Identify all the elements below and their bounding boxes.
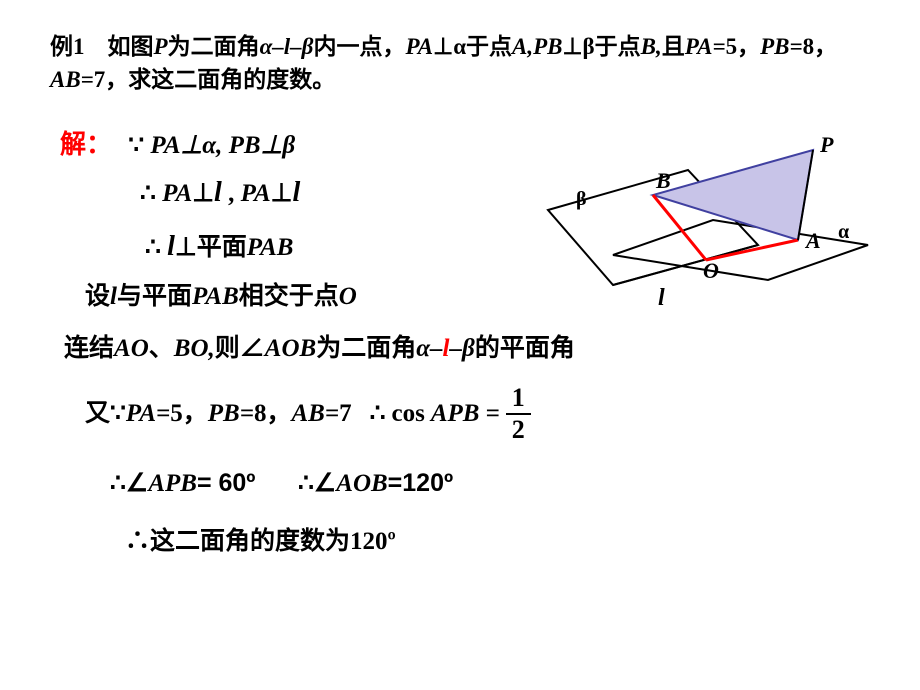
var: PB [533, 34, 562, 59]
given-values: 又 PA=5，PB=8，AB=7 [85, 395, 352, 433]
edge-l [613, 245, 758, 285]
text: 相交于点 [239, 283, 339, 310]
text: ⊥β于点 [563, 34, 641, 59]
perp: ⊥ [271, 179, 293, 207]
var: PAB [192, 283, 239, 310]
eq: = [485, 395, 499, 433]
therefore-symbol [125, 528, 150, 555]
val: 8， [254, 400, 292, 427]
therefore-symbol [140, 180, 156, 207]
var: AO [114, 335, 149, 362]
text: 则 [215, 335, 240, 362]
val: 7，求这二面角的度数。 [94, 67, 336, 92]
text: 内一点， [313, 34, 405, 59]
var: PA= [685, 34, 726, 59]
step-5: 连结AO、BO,则 AOB为二面角α–l–β的平面角 [64, 330, 870, 368]
label-alpha: α [838, 221, 849, 243]
text: 的平面角 [475, 335, 575, 362]
because-symbol [110, 400, 126, 427]
text: 、 [149, 335, 174, 362]
var: PB= [760, 34, 803, 59]
val: 120º [350, 528, 396, 555]
text: ⊥平面 [175, 234, 247, 261]
segment-oa-red [706, 240, 798, 260]
angle-symbol [240, 335, 265, 362]
val: 7 [339, 400, 352, 427]
because-symbol [128, 132, 144, 159]
var: PA [241, 180, 271, 207]
text: 与平面 [117, 283, 192, 310]
angle-symbol [314, 470, 336, 497]
text: 连结 [64, 335, 114, 362]
denominator: 2 [512, 415, 525, 443]
var: B, [641, 34, 662, 59]
problem-statement: 例1 如图P为二面角α–l–β内一点，PA⊥α于点A,PB⊥β于点B,且PA=5… [50, 30, 870, 97]
var-l: l [214, 177, 222, 208]
label-o: O [703, 258, 719, 283]
geometry-diagram: P B A O l α β [538, 120, 878, 320]
numerator: 1 [506, 385, 531, 415]
text: 这二面角的度数为 [150, 528, 350, 555]
var: AB= [50, 67, 94, 92]
var: AOB [336, 470, 387, 497]
text: ⊥α于点 [433, 34, 512, 59]
text: 例1 如图 [50, 34, 154, 59]
var-l-red: l [443, 335, 450, 362]
therefore-symbol [145, 234, 161, 261]
therefore-symbol [370, 395, 386, 433]
text: 且 [662, 34, 685, 59]
var: PAB [247, 234, 294, 261]
text: 为二面角 [168, 34, 260, 59]
label-a: A [804, 228, 821, 253]
var: AB= [292, 400, 340, 427]
var: PA= [126, 400, 170, 427]
var: PA [150, 132, 180, 159]
step-8: 这二面角的度数为120º [125, 523, 870, 561]
comma: , [222, 180, 241, 207]
val: 5， [726, 34, 761, 59]
val: = 60º [197, 469, 255, 497]
solution-label: 解： [60, 125, 112, 164]
therefore-symbol [110, 470, 126, 497]
val: 5， [170, 400, 208, 427]
var-l: l [167, 231, 175, 262]
cos: cos [392, 395, 425, 433]
label-l: l [658, 285, 665, 311]
var: –β [450, 335, 475, 362]
var-l: l [110, 283, 117, 310]
var: BO, [174, 335, 215, 362]
val: =120º [388, 469, 453, 497]
text: ⊥α, [181, 132, 229, 159]
step-6: 又 PA=5，PB=8，AB=7 cos APB = 1 2 [85, 385, 870, 443]
val: 8， [803, 34, 838, 59]
var: α– [416, 335, 442, 362]
var: APB [148, 470, 197, 497]
var: PB [229, 132, 261, 159]
angle-expr: α–l–β [260, 34, 314, 59]
var: A, [512, 34, 533, 59]
step-7: APB= 60º AOB=120º [110, 465, 870, 503]
cosine-result: cos APB = 1 2 [370, 385, 531, 443]
label-b: B [655, 168, 671, 193]
fraction: 1 2 [506, 385, 531, 443]
var: PB= [208, 400, 254, 427]
var-l: l [292, 177, 300, 208]
perp: ⊥ [192, 179, 214, 207]
var: AOB [265, 335, 316, 362]
angle-symbol [126, 470, 148, 497]
var: O [339, 283, 357, 310]
text: 为二面角 [316, 335, 416, 362]
therefore-symbol [298, 470, 314, 497]
var: PA [405, 34, 433, 59]
text: ⊥β [261, 132, 296, 159]
text: 设 [85, 283, 110, 310]
var: PA [162, 180, 192, 207]
var: APB [431, 395, 480, 433]
label-beta: β [576, 188, 587, 210]
text: 又 [85, 400, 110, 427]
label-p: P [819, 132, 834, 157]
var-P: P [154, 34, 168, 59]
